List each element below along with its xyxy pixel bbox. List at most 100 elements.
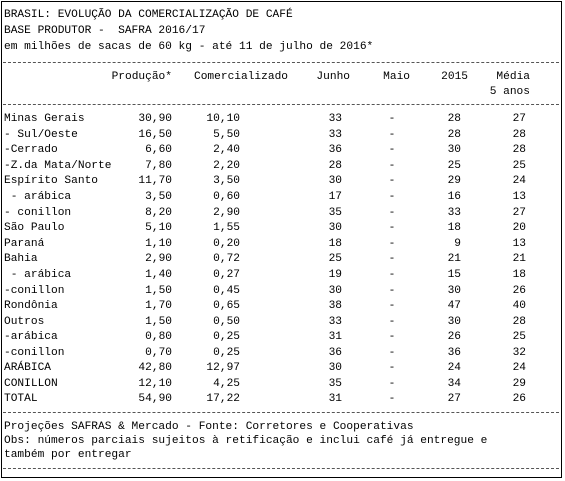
cell-media: 24 [512,362,526,374]
cell-label: -Cerrado [4,144,58,157]
cell-junho: 33 [328,315,342,328]
col-media: Média [496,71,530,83]
cell-media: 27 [512,113,526,125]
cell-junho: 36 [328,347,342,359]
col-maio: Maio [383,71,410,83]
cell-maio: - [388,377,396,390]
cell-label: CONILLON [4,377,58,390]
cell-media: 21 [512,253,526,266]
cell-producao: 16,50 [138,128,172,141]
cell-producao: 0,80 [145,331,172,344]
cell-producao: 0,70 [145,347,172,359]
cell-label: - arábica [4,269,72,281]
cell-junho: 33 [328,128,342,141]
cell-maio: - [388,222,396,235]
col-producao: Produção* [111,71,172,83]
cell-media: 28 [512,315,526,328]
cell-ano2015: 28 [447,113,461,125]
cell-producao: 8,20 [145,206,172,219]
cell-maio: - [388,253,396,266]
cell-maio: - [388,315,396,328]
cell-comercializado: 0,20 [213,237,240,250]
cell-producao: 1,10 [145,237,172,250]
cell-media: 40 [512,300,526,313]
cell-ano2015: 27 [447,393,461,406]
cell-ano2015: 29 [447,175,461,188]
cell-ano2015: 21 [447,253,461,266]
cell-comercializado: 0,45 [213,284,240,297]
cell-label: TOTAL [4,393,38,406]
cell-producao: 1,50 [145,284,172,297]
cell-producao: 1,40 [145,269,172,281]
col-2015: 2015 [441,71,468,83]
cell-junho: 33 [328,113,342,125]
cell-comercializado: 0,25 [213,347,240,359]
cell-junho: 25 [328,253,342,266]
cell-ano2015: 34 [447,377,461,390]
cell-media: 24 [512,175,526,188]
cell-ano2015: 24 [447,362,461,374]
cell-maio: - [388,284,396,297]
cell-junho: 35 [328,377,342,390]
cell-maio: - [388,269,396,281]
cell-comercializado: 0,27 [213,269,240,281]
cell-label: - conillon [4,206,72,219]
cell-producao: 11,70 [138,175,172,188]
cell-label: -conillon [4,347,65,359]
cell-label: -Z.da Mata/Norte [4,159,112,172]
cell-label: Rondônia [4,300,58,313]
cell-ano2015: 9 [454,237,461,250]
footer-note-line2: também por entregar [4,449,132,461]
cell-ano2015: 36 [447,347,461,359]
cell-producao: 2,90 [145,253,172,266]
cell-producao: 30,90 [138,113,172,125]
cell-label: -arábica [4,331,58,344]
cell-producao: 12,10 [138,377,172,390]
cell-media: 26 [512,284,526,297]
cell-comercializado: 2,20 [213,159,240,172]
cell-label: Bahia [4,253,38,266]
cell-media: 25 [512,159,526,172]
cell-comercializado: 2,90 [213,206,240,219]
cell-junho: 38 [328,300,342,313]
cell-comercializado: 0,50 [213,315,240,328]
cell-junho: 31 [328,393,342,406]
cell-comercializado: 12,97 [206,362,240,374]
cell-junho: 30 [328,222,342,235]
cell-producao: 3,50 [145,191,172,203]
cell-maio: - [388,331,396,344]
cell-maio: - [388,159,396,172]
divider [3,412,559,413]
cell-maio: - [388,175,396,188]
report-title: BRASIL: EVOLUÇÃO DA COMERCIALIZAÇÃO DE C… [4,9,293,21]
cell-junho: 30 [328,284,342,297]
cell-label: - arábica [4,191,72,203]
cell-maio: - [388,113,396,125]
cell-media: 25 [512,331,526,344]
cell-media: 28 [512,128,526,141]
cell-producao: 6,60 [145,144,172,157]
cell-label: Minas Gerais [4,113,85,125]
cell-junho: 30 [328,362,342,374]
cell-media: 13 [512,191,526,203]
cell-media: 27 [512,206,526,219]
cell-maio: - [388,128,396,141]
cell-media: 20 [512,222,526,235]
col-junho: Junho [316,71,350,83]
cell-ano2015: 30 [447,284,461,297]
cell-media: 13 [512,237,526,250]
cell-label: São Paulo [4,222,65,235]
divider [3,468,559,469]
cell-maio: - [388,300,396,313]
cell-media: 18 [512,269,526,281]
cell-maio: - [388,237,396,250]
col-media-sub: 5 anos [489,86,530,98]
cell-ano2015: 15 [447,269,461,281]
cell-producao: 1,50 [145,315,172,328]
cell-junho: 36 [328,144,342,157]
cell-ano2015: 25 [447,159,461,172]
cell-ano2015: 47 [447,300,461,313]
cell-producao: 1,70 [145,300,172,313]
cell-ano2015: 33 [447,206,461,219]
cell-label: Espírito Santo [4,175,98,188]
